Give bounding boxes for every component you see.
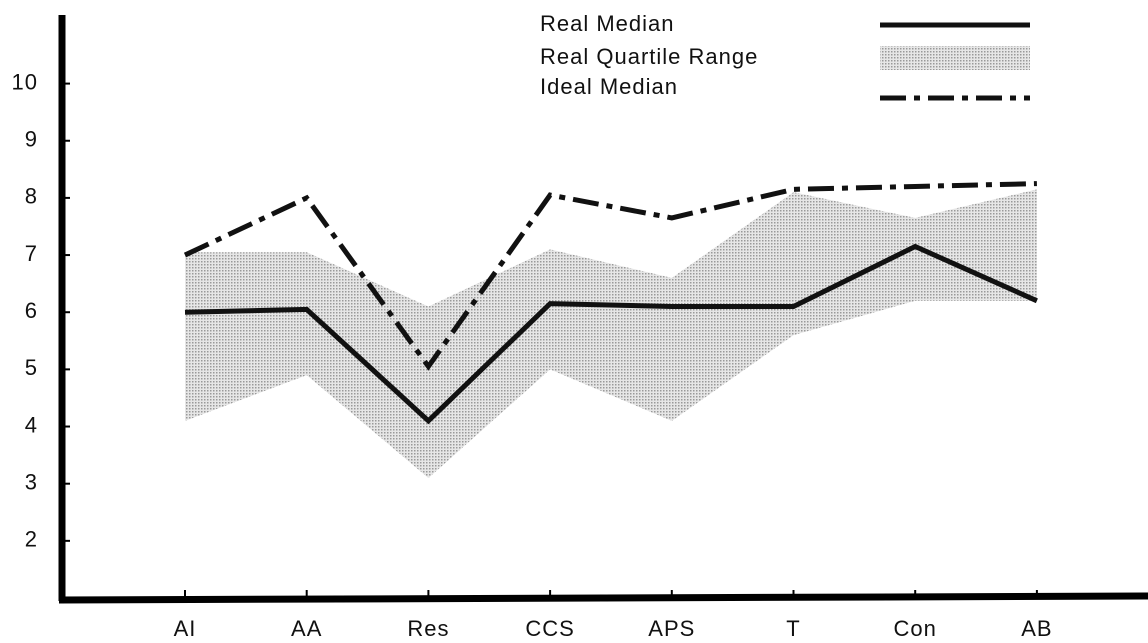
- x-tick-label: T: [786, 616, 800, 641]
- legend-label: Real Median: [540, 11, 675, 36]
- y-tick-label: 5: [25, 355, 38, 380]
- y-tick-label: 2: [25, 527, 38, 552]
- y-tick-label: 8: [25, 184, 38, 209]
- x-tick-label: APS: [648, 616, 695, 641]
- y-tick-label: 4: [25, 412, 38, 437]
- series-line: [183, 181, 1037, 371]
- series-line: [184, 243, 1038, 425]
- y-tick-label: 9: [25, 127, 38, 152]
- x-tick-label: Res: [407, 616, 449, 641]
- x-tick-label: Con: [894, 616, 937, 641]
- y-tick-label: 7: [25, 241, 38, 266]
- legend-label: Ideal Median: [540, 74, 678, 99]
- y-tick-label: 6: [25, 298, 38, 323]
- quartile-band: [185, 189, 1037, 478]
- legend-swatch: [880, 46, 1030, 70]
- x-tick-label: AA: [291, 616, 322, 641]
- legend-label: Real Quartile Range: [540, 44, 758, 69]
- x-tick-label: AB: [1021, 616, 1052, 641]
- y-tick-label: 10: [12, 69, 38, 94]
- x-axis: [58, 592, 1148, 604]
- x-tick-label: AI: [174, 616, 197, 641]
- y-tick-label: 3: [25, 469, 38, 494]
- x-tick-label: CCS: [525, 616, 574, 641]
